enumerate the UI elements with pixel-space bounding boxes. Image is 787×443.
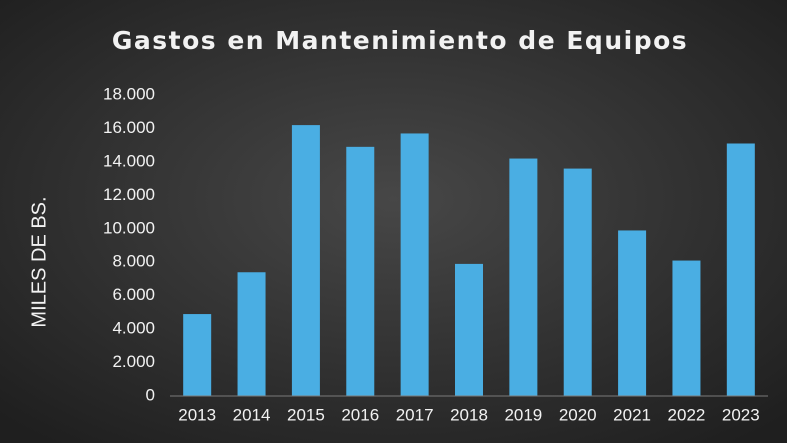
x-tick-label: 2022 [668, 405, 706, 424]
bar [346, 146, 375, 396]
y-tick-label: 18.000 [103, 84, 155, 103]
x-tick-label: 2013 [178, 405, 216, 424]
y-tick-label: 8.000 [112, 252, 155, 271]
x-tick-label: 2019 [504, 405, 542, 424]
bar [183, 314, 212, 396]
x-tick-label: 2023 [722, 405, 760, 424]
y-tick-label: 14.000 [103, 151, 155, 170]
bar [237, 272, 266, 396]
chart-title: Gastos en Mantenimiento de Equipos [112, 26, 688, 55]
x-tick-label: 2014 [233, 405, 271, 424]
bar [291, 125, 320, 396]
y-tick-label: 6.000 [112, 285, 155, 304]
x-tick-label: 2021 [613, 405, 651, 424]
y-tick-label: 10.000 [103, 218, 155, 237]
y-axis-label: MILES DE BS. [28, 196, 50, 327]
bar [400, 133, 429, 396]
y-tick-label: 4.000 [112, 319, 155, 338]
x-tick-label: 2017 [396, 405, 434, 424]
bar [672, 260, 701, 396]
y-tick-label: 0 [146, 385, 155, 404]
bar [455, 263, 483, 396]
y-tick-label: 12.000 [103, 185, 155, 204]
bar [509, 158, 538, 396]
y-tick-label: 2.000 [112, 352, 155, 371]
x-tick-label: 2016 [341, 405, 379, 424]
bar [618, 230, 647, 396]
x-tick-label: 2018 [450, 405, 488, 424]
bar [563, 168, 592, 396]
x-tick-label: 2015 [287, 405, 325, 424]
x-tick-label: 2020 [559, 405, 597, 424]
y-tick-label: 16.000 [103, 118, 155, 137]
bar [726, 143, 755, 396]
